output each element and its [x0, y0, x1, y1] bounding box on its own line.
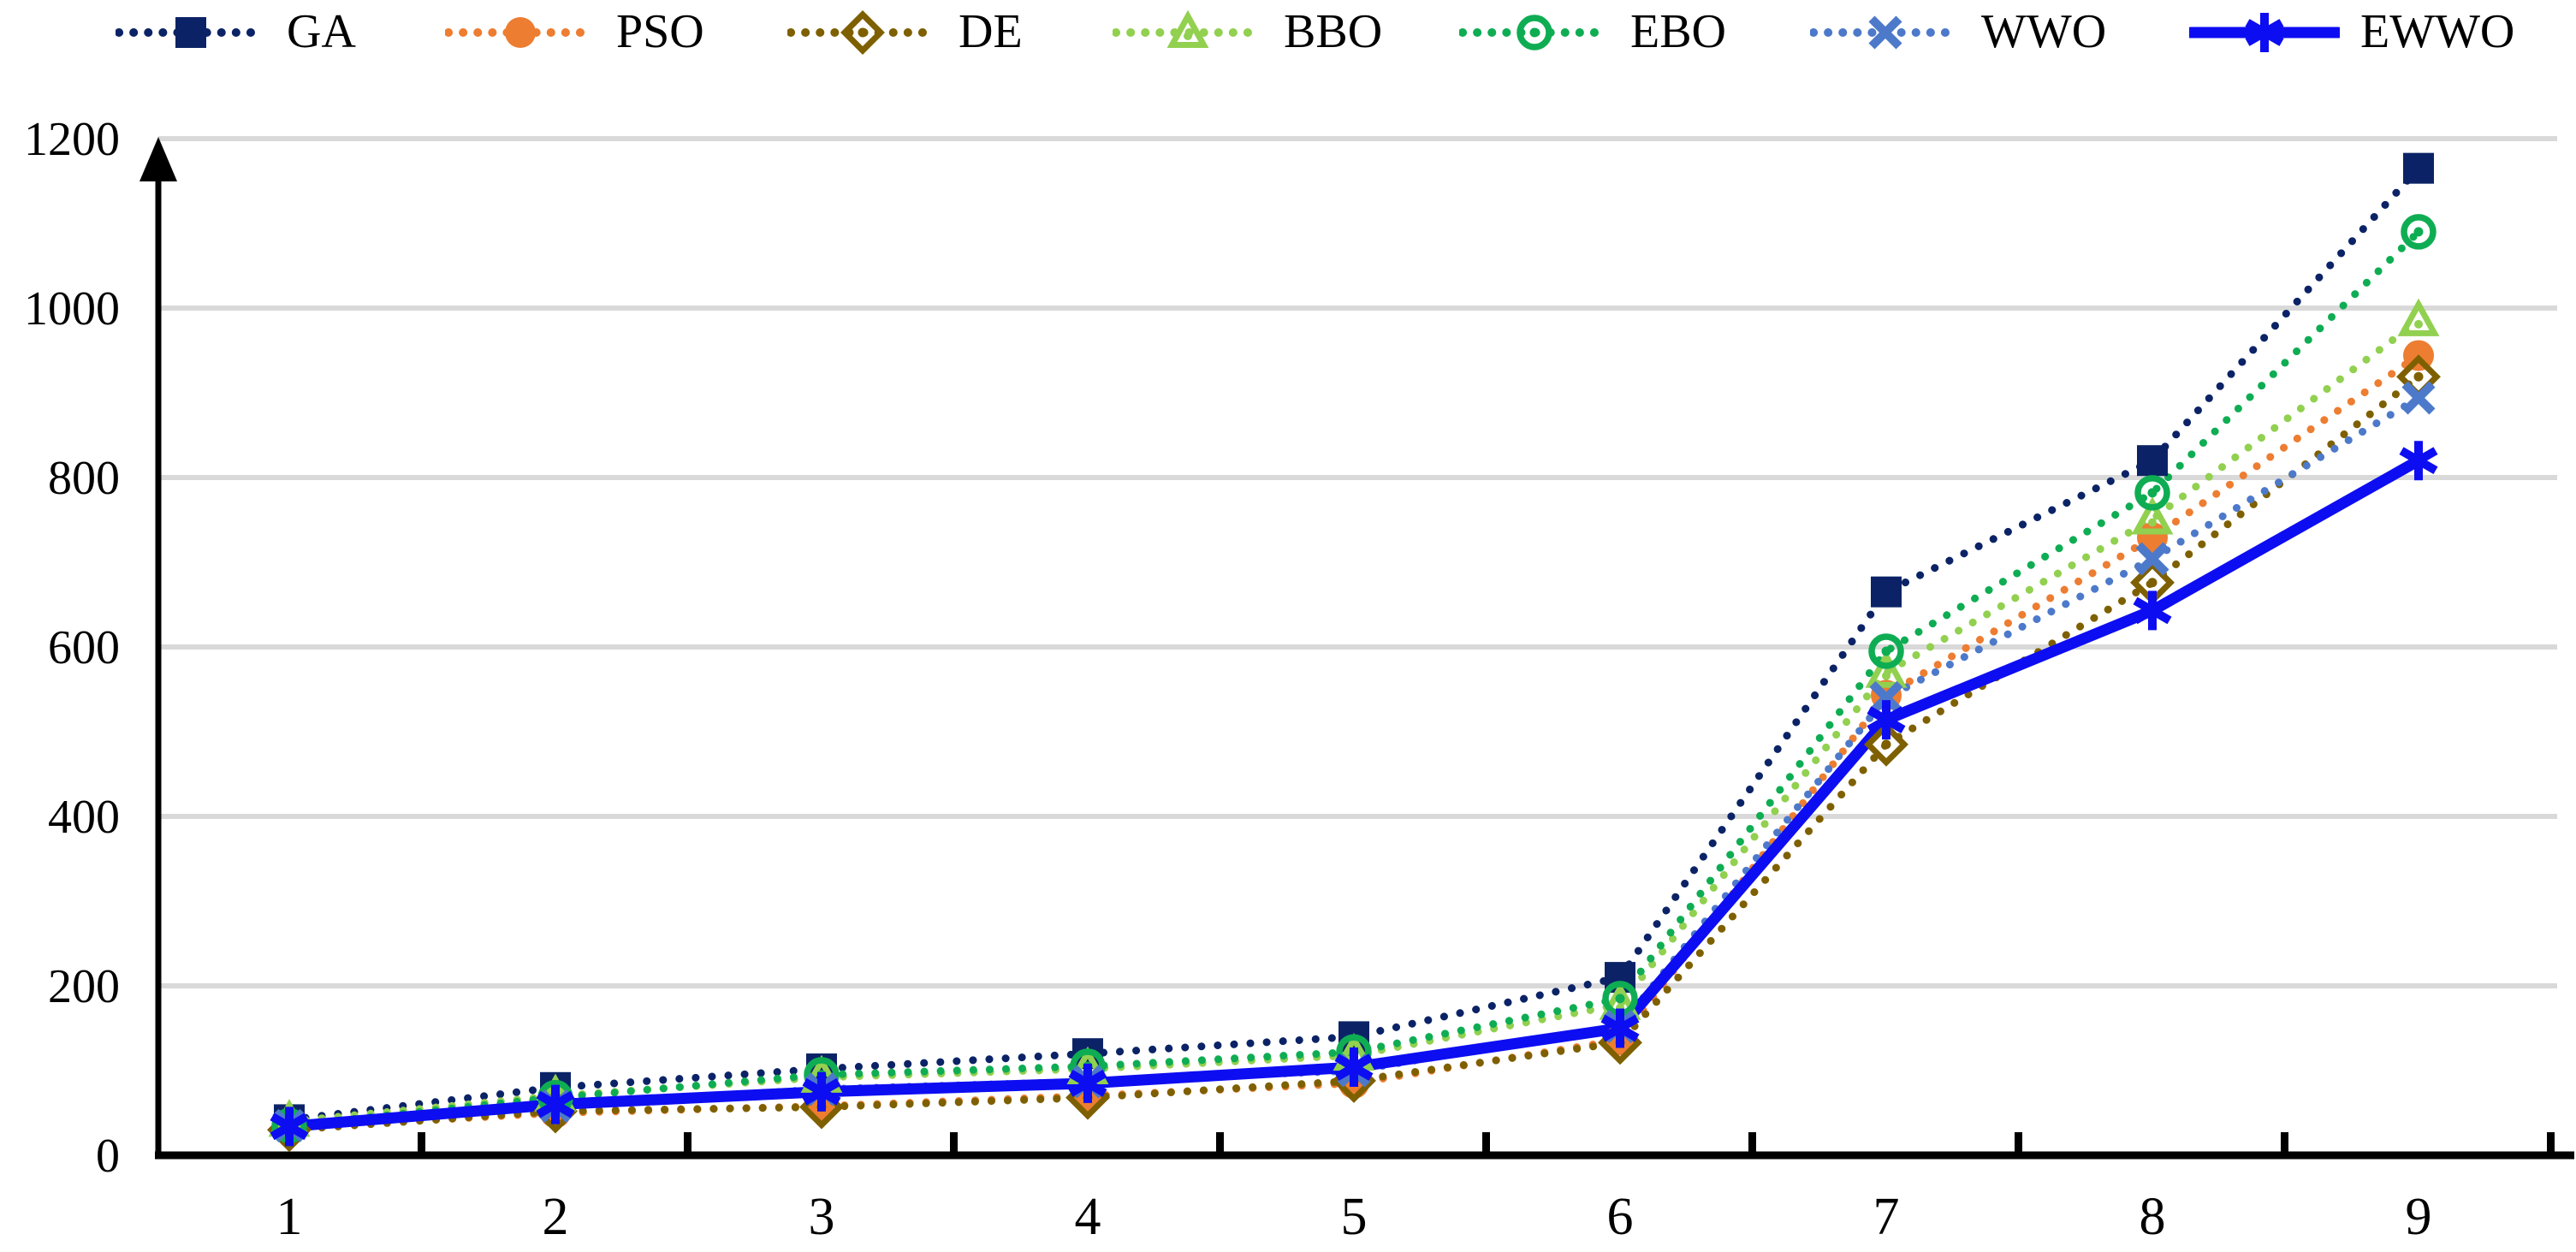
x-tick-label-1: 1 [276, 1188, 303, 1246]
y-tick-label-400: 400 [48, 791, 120, 844]
legend-label: GA [287, 5, 356, 58]
marker-ewwo-x2 [536, 1084, 575, 1124]
legend-label: BBO [1284, 5, 1383, 58]
legend-item-bbo: BBO [1113, 2, 1382, 62]
y-tick-label-800: 800 [48, 452, 120, 505]
marker-ewwo-x8 [2133, 590, 2172, 631]
legend: GA PSO DE BBO EBO WWO EWWO [0, 2, 2576, 62]
bbo-legend-marker-icon [1113, 9, 1263, 48]
marker-ebo-x9 [2401, 214, 2437, 250]
marker-bbo-x8 [2131, 496, 2174, 535]
legend-item-ga: GA [116, 2, 356, 62]
de-legend-marker-icon [787, 10, 938, 55]
pso-legend-marker-icon [445, 17, 596, 48]
legend-label: EBO [1630, 5, 1726, 58]
series-line-pso [285, 351, 2423, 1132]
legend-marker-glyph [1166, 9, 1209, 48]
x-tick-label-9: 9 [2406, 1188, 2432, 1246]
ewwo-legend-marker-icon [2189, 13, 2340, 52]
y-tick-label-0: 0 [96, 1130, 120, 1183]
legend-marker-glyph [1868, 15, 1902, 50]
legend-item-pso: PSO [445, 2, 704, 62]
legend-marker-glyph [1517, 15, 1552, 50]
marker-ewwo-x9 [2399, 441, 2438, 481]
x-tick-label-5: 5 [1341, 1188, 1368, 1246]
legend-item-ewwo: EWWO [2189, 2, 2514, 62]
marker-ebo-x8 [2134, 475, 2170, 511]
series-line-ga [285, 164, 2423, 1124]
legend-label: WWO [1981, 5, 2107, 58]
marker-bbo-x7 [1865, 650, 1908, 688]
marker-ga-x8 [2137, 445, 2168, 477]
y-axis [139, 137, 177, 1159]
marker-ewwo-x6 [1600, 1008, 1640, 1048]
legend-item-ebo: EBO [1459, 2, 1726, 62]
y-tick-label-1200: 1200 [24, 113, 120, 166]
legend-item-de: DE [787, 2, 1023, 62]
x-tick-label-2: 2 [543, 1188, 569, 1246]
marker-wwo-x9 [2401, 381, 2436, 415]
legend-marker-glyph [505, 17, 536, 48]
ebo-legend-marker-icon [1459, 15, 1610, 50]
y-tick-label-200: 200 [48, 960, 120, 1013]
legend-item-wwo: WWO [1810, 2, 2106, 62]
series-line-wwo [285, 394, 2423, 1130]
marker-ebo-x7 [1868, 633, 1904, 669]
legend-marker-glyph [175, 17, 206, 48]
marker-bbo-x9 [2397, 298, 2440, 336]
wwo-legend-marker-icon [1810, 15, 1961, 50]
legend-label: DE [959, 5, 1023, 58]
y-tick-label-600: 600 [48, 621, 120, 674]
marker-ewwo-x5 [1334, 1047, 1374, 1088]
series-line-ebo [285, 228, 2423, 1130]
gridlines [158, 136, 2557, 988]
marker-ewwo-x7 [1867, 700, 1906, 740]
x-tick-labels: 1 2 3 4 5 6 7 8 9 [276, 1188, 2432, 1246]
marker-ewwo-x1 [270, 1107, 309, 1147]
x-tick-label-8: 8 [2140, 1188, 2166, 1246]
x-tick-label-4: 4 [1075, 1188, 1101, 1246]
y-tick-label-1000: 1000 [24, 282, 120, 335]
x-axis [155, 1132, 2574, 1160]
y-tick-labels: 0 200 400 600 800 1000 1200 [24, 113, 120, 1183]
series-line-bbo [285, 317, 2423, 1125]
x-tick-label-7: 7 [1873, 1188, 1900, 1246]
marker-wwo-x7 [1869, 680, 1903, 715]
marker-ga-x9 [2403, 152, 2434, 184]
marker-ewwo-x3 [802, 1071, 841, 1112]
legend-label: EWWO [2360, 5, 2515, 58]
x-tick-label-6: 6 [1607, 1188, 1634, 1246]
y-axis-arrow-icon [139, 137, 177, 181]
x-tick-label-3: 3 [809, 1188, 835, 1246]
marker-de-x7 [1864, 721, 1908, 767]
series-markers [267, 152, 2441, 1153]
marker-ga-x7 [1871, 576, 1902, 608]
legend-label: PSO [616, 5, 704, 58]
legend-marker-glyph [2245, 13, 2284, 52]
marker-wwo-x8 [2135, 542, 2169, 576]
ga-legend-marker-icon [116, 17, 266, 48]
legend-marker-glyph [840, 10, 885, 55]
marker-ewwo-x4 [1068, 1063, 1107, 1103]
